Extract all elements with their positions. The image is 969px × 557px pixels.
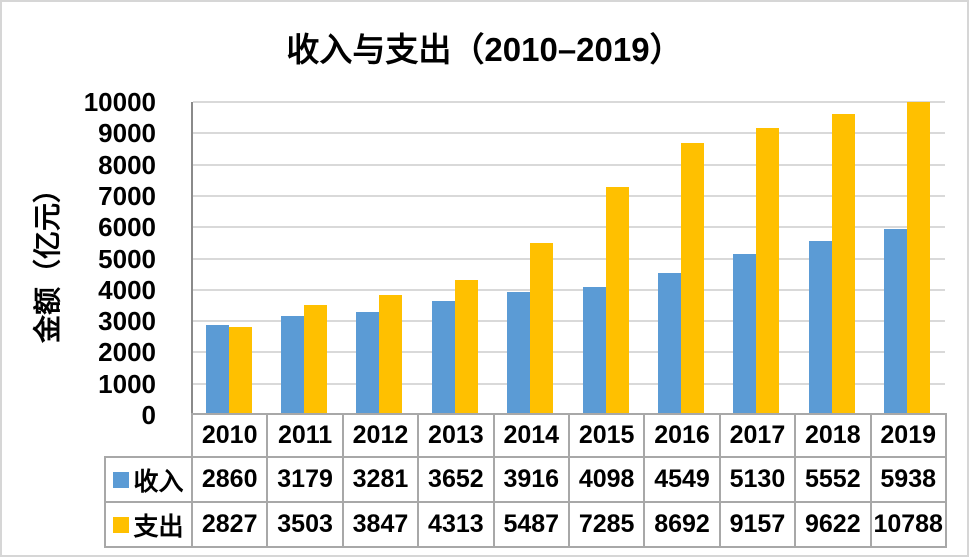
expense-value-cell-2018: 9622 bbox=[794, 501, 872, 548]
year-header-cell: 2012 bbox=[341, 413, 420, 458]
y-axis-tick-label: 1000 bbox=[98, 368, 156, 399]
income-value-cell-2016: 4549 bbox=[643, 456, 721, 503]
year-header-cell: 2018 bbox=[794, 413, 872, 458]
year-header-cell: 2011 bbox=[266, 413, 344, 458]
income-bar-2014 bbox=[507, 292, 531, 415]
y-axis-tick-label: 7000 bbox=[98, 180, 156, 211]
expense-bar-2016 bbox=[681, 142, 705, 415]
income-legend-cell: 收入 bbox=[104, 456, 193, 503]
y-axis-tick-label: 4000 bbox=[98, 274, 156, 305]
y-axis-tick-label: 5000 bbox=[98, 243, 156, 274]
y-axis-tick-label: 3000 bbox=[98, 306, 156, 337]
income-bar-2015 bbox=[582, 286, 606, 415]
bar-group-2019 bbox=[870, 102, 945, 415]
expense-bar-2014 bbox=[530, 243, 554, 415]
gridline bbox=[193, 194, 945, 197]
year-header-cell: 2010 bbox=[190, 413, 269, 458]
gridline bbox=[193, 382, 945, 385]
bar-group-2010 bbox=[191, 102, 266, 415]
expense-value-cell-2013: 4313 bbox=[417, 501, 495, 548]
income-bar-2016 bbox=[658, 272, 682, 415]
expense-legend-cell: 支出 bbox=[104, 501, 193, 548]
expense-value-cell-2019: 10788 bbox=[869, 501, 947, 548]
bar-group-2013 bbox=[417, 102, 492, 415]
expense-value-cell-2010: 2827 bbox=[190, 501, 269, 548]
income-value-cell-2019: 5938 bbox=[869, 456, 947, 503]
year-header-cell: 2019 bbox=[869, 413, 947, 458]
expense-bar-2015 bbox=[605, 186, 629, 415]
bar-group-2015 bbox=[568, 102, 643, 415]
gridline bbox=[193, 320, 945, 323]
expense-bar-2019 bbox=[907, 102, 931, 415]
income-legend-swatch-icon bbox=[113, 471, 130, 488]
income-value-cell-2015: 4098 bbox=[567, 456, 646, 503]
y-axis-tick-label: 2000 bbox=[98, 337, 156, 368]
data-table: 2010 2011 2012 2013 2014 2015 2016 2017 2018 2019… bbox=[104, 413, 947, 548]
year-header-cell: 2017 bbox=[718, 413, 797, 458]
expense-value-cell-2015: 7285 bbox=[567, 501, 646, 548]
expense-bar-2013 bbox=[454, 280, 478, 415]
gridline bbox=[193, 257, 945, 260]
bar-group-2017 bbox=[719, 102, 794, 415]
gridline bbox=[193, 163, 945, 166]
expense-legend-swatch-icon bbox=[113, 516, 130, 533]
gridline bbox=[193, 101, 945, 103]
expense-value-cell-2011: 3503 bbox=[266, 501, 344, 548]
expense-bar-2017 bbox=[756, 128, 780, 415]
income-bar-2010 bbox=[205, 325, 229, 415]
y-axis-tick-label: 10000 bbox=[83, 87, 156, 117]
year-header-cell: 2014 bbox=[492, 413, 570, 458]
gridline bbox=[193, 351, 945, 354]
y-axis-tick-label: 9000 bbox=[98, 118, 156, 149]
year-header-cell: 2013 bbox=[417, 413, 495, 458]
income-value-cell-2013: 3652 bbox=[417, 456, 495, 503]
gridline bbox=[193, 226, 945, 229]
y-axis-tick-label: 8000 bbox=[98, 149, 156, 180]
bar-group-2016 bbox=[643, 102, 718, 415]
income-legend-label: 收入 bbox=[133, 467, 184, 496]
income-value-cell-2012: 3281 bbox=[341, 456, 420, 503]
income-value-cell-2010: 2860 bbox=[190, 456, 269, 503]
income-bar-2011 bbox=[281, 315, 305, 415]
income-bar-2019 bbox=[884, 229, 908, 415]
expense-legend-label: 支出 bbox=[133, 512, 184, 541]
bar-group-2014 bbox=[493, 102, 568, 415]
chart-title: 收入与支出（2010–2019） bbox=[286, 31, 683, 68]
expense-bar-2018 bbox=[831, 113, 855, 415]
income-value-cell-2018: 5552 bbox=[794, 456, 872, 503]
table-corner-blank bbox=[105, 414, 192, 457]
bar-group-2011 bbox=[266, 102, 341, 415]
y-axis-tick-label: 0 bbox=[141, 400, 156, 430]
income-value-cell-2011: 3179 bbox=[266, 456, 344, 503]
income-bar-2018 bbox=[808, 241, 832, 415]
income-value-cell-2014: 3916 bbox=[492, 456, 570, 503]
expense-bar-2012 bbox=[379, 294, 403, 415]
income-bar-2012 bbox=[356, 312, 380, 415]
plot-area bbox=[191, 101, 945, 415]
year-header-cell: 2016 bbox=[643, 413, 721, 458]
y-axis-tick-label: 6000 bbox=[98, 212, 156, 243]
gridline bbox=[193, 288, 945, 291]
expense-value-cell-2012: 3847 bbox=[341, 501, 420, 548]
expense-bar-2010 bbox=[228, 326, 252, 415]
income-value-cell-2017: 5130 bbox=[718, 456, 797, 503]
expense-bar-2011 bbox=[304, 305, 328, 415]
bar-group-2012 bbox=[342, 102, 417, 415]
gridline bbox=[193, 132, 945, 135]
expense-value-cell-2016: 8692 bbox=[643, 501, 721, 548]
year-header-cell: 2015 bbox=[567, 413, 646, 458]
income-bar-2017 bbox=[733, 254, 757, 415]
bar-group-2018 bbox=[794, 102, 869, 415]
expense-value-cell-2017: 9157 bbox=[718, 501, 797, 548]
income-bar-2013 bbox=[431, 300, 455, 415]
expense-value-cell-2014: 5487 bbox=[492, 501, 570, 548]
y-axis-line bbox=[191, 102, 193, 415]
